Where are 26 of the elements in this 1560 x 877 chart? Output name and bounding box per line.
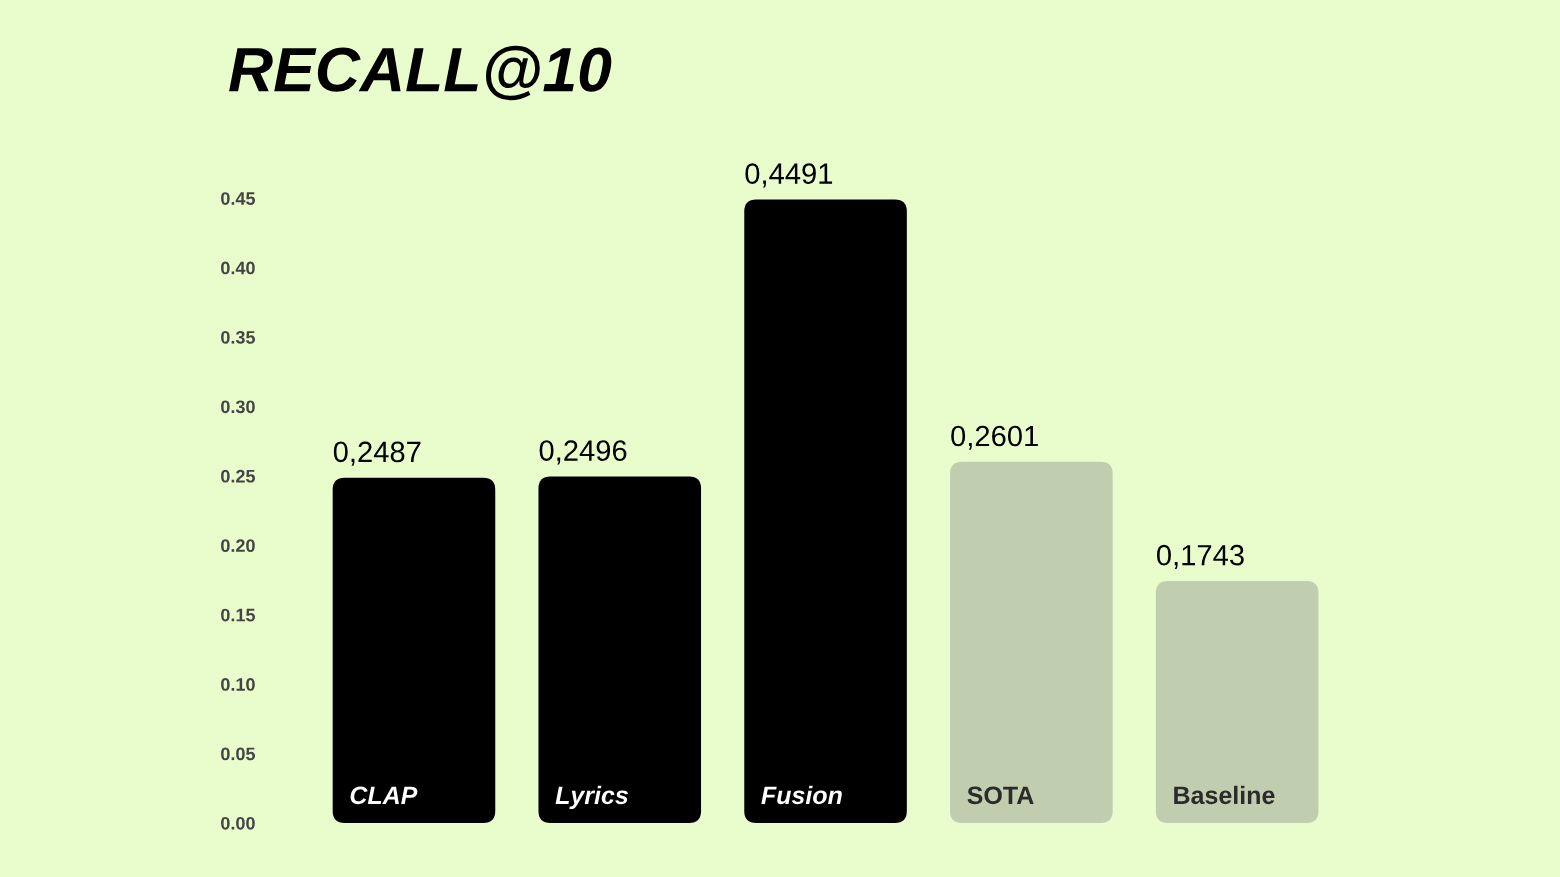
- x-tick-label: Fusion: [761, 785, 842, 805]
- data-label: 0,1743: [1156, 544, 1244, 569]
- y-tick-label: 0.40: [221, 261, 255, 275]
- y-tick-label: 0.15: [221, 608, 256, 622]
- y-tick-label: 0.00: [221, 816, 255, 830]
- data-label: 0,2496: [539, 440, 627, 465]
- y-tick-label: 0.20: [221, 539, 255, 553]
- bar: [950, 461, 1113, 823]
- y-tick-label: 0.35: [221, 330, 256, 344]
- x-tick-label: CLAP: [350, 786, 418, 805]
- y-tick-label: 0.45: [221, 192, 256, 205]
- y-tick-label: 0.10: [221, 678, 255, 691]
- chart-title: RECALL@10: [229, 45, 612, 101]
- bar: [332, 477, 496, 823]
- bar: [1155, 580, 1319, 823]
- bar: [744, 199, 907, 823]
- bar: [538, 476, 702, 823]
- data-label: 0,2601: [951, 425, 1038, 450]
- y-tick-label: 0.30: [221, 400, 255, 414]
- data-label: 0,2487: [333, 441, 421, 466]
- y-tick-label: 0.25: [221, 469, 256, 483]
- data-label: 0,4491: [745, 163, 833, 188]
- x-tick-label: SOTA: [967, 786, 1034, 805]
- x-tick-label: Baseline: [1174, 785, 1275, 805]
- x-tick-label: Lyrics: [555, 785, 628, 810]
- y-tick-label: 0.05: [221, 747, 256, 761]
